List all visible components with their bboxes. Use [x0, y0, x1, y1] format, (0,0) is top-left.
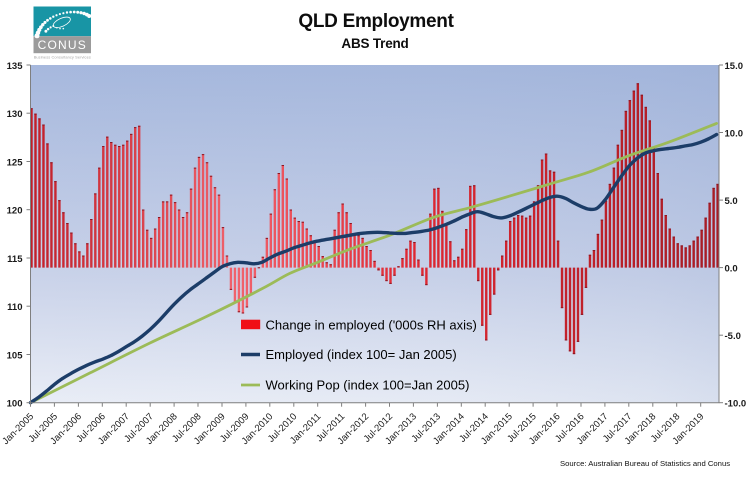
svg-text:-10.0: -10.0 [725, 399, 747, 410]
svg-text:100: 100 [7, 399, 23, 410]
svg-text:130: 130 [7, 109, 23, 120]
svg-text:ABS Trend: ABS Trend [341, 36, 408, 51]
svg-text:Business Consultancy Services: Business Consultancy Services [34, 55, 91, 60]
svg-text:0.0: 0.0 [725, 263, 738, 274]
svg-text:110: 110 [7, 302, 22, 313]
svg-text:135: 135 [7, 61, 24, 72]
svg-text:-5.0: -5.0 [725, 331, 741, 342]
svg-text:QLD Employment: QLD Employment [298, 11, 454, 32]
svg-text:115: 115 [7, 254, 23, 265]
svg-text:Change in employed ('000s RH a: Change in employed ('000s RH axis) [266, 318, 477, 333]
svg-text:105: 105 [7, 350, 24, 361]
svg-text:Source: Australian Bureau of S: Source: Australian Bureau of Statistics … [560, 459, 730, 468]
svg-text:10.0: 10.0 [725, 128, 744, 139]
svg-text:Working Pop (index 100=Jan 200: Working Pop (index 100=Jan 2005) [266, 378, 470, 393]
svg-text:CONUS: CONUS [38, 38, 87, 52]
svg-text:120: 120 [7, 206, 23, 217]
svg-text:Employed (index 100= Jan 2005): Employed (index 100= Jan 2005) [266, 347, 457, 362]
svg-text:5.0: 5.0 [725, 196, 738, 207]
svg-text:125: 125 [7, 157, 24, 168]
svg-text:15.0: 15.0 [725, 61, 744, 72]
